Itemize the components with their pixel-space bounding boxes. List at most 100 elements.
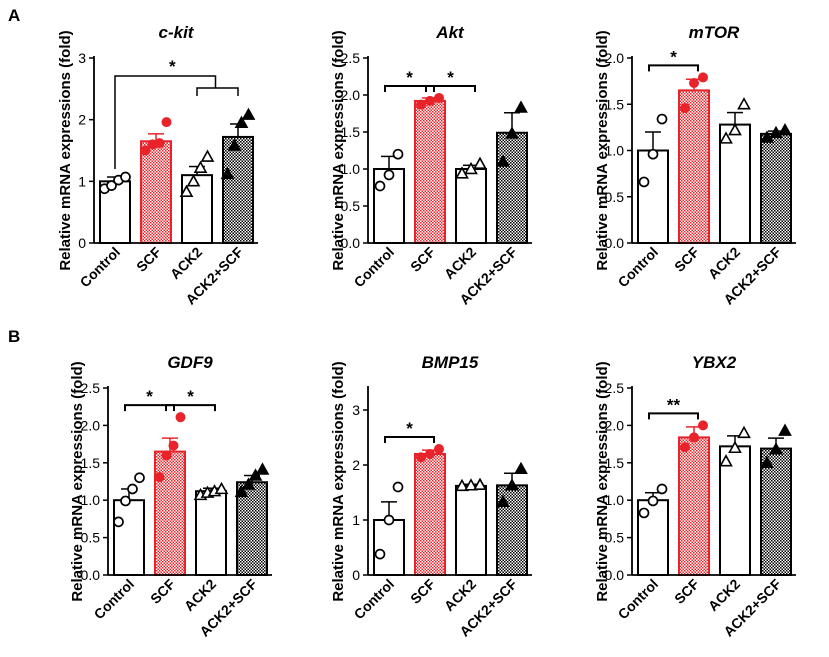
y-tick-label: 3	[352, 402, 360, 418]
data-point	[698, 420, 708, 431]
chart-title: c-kit	[159, 23, 195, 42]
data-point	[392, 148, 404, 160]
data-point	[374, 548, 386, 560]
category-label: ACK2	[705, 576, 743, 614]
category-label: ACK2	[181, 576, 219, 614]
data-point	[234, 484, 249, 498]
y-tick-label: 1	[78, 173, 86, 189]
data-point	[425, 95, 435, 106]
category-label: ACK2	[441, 576, 479, 614]
chart-title: GDF9	[167, 353, 213, 372]
data-point	[737, 425, 751, 439]
data-point	[728, 440, 742, 454]
y-axis-label: Relative mRNA expressions (fold)	[594, 361, 611, 601]
category-label: ACK2	[167, 244, 205, 282]
y-tick-label: 0	[352, 567, 360, 583]
data-point	[392, 481, 404, 493]
data-point	[638, 176, 650, 188]
bar	[455, 484, 487, 576]
y-tick-label: 1.0	[81, 492, 101, 508]
data-point	[227, 138, 242, 151]
y-tick-label: 0.5	[605, 189, 625, 205]
category-label: SCF	[147, 575, 178, 606]
data-point	[434, 444, 444, 455]
category-label: SCF	[133, 243, 164, 274]
data-point	[689, 432, 699, 443]
y-tick-label: 2	[352, 457, 360, 473]
data-point	[505, 126, 519, 139]
data-point	[161, 450, 172, 461]
data-point	[383, 169, 395, 181]
data-point	[728, 123, 742, 136]
y-tick-label: 2.0	[605, 50, 625, 66]
bar	[678, 436, 710, 577]
y-tick-label: 1.5	[605, 96, 625, 112]
chart-title: mTOR	[689, 23, 740, 42]
data-point	[464, 478, 478, 491]
significance-label: **	[667, 395, 681, 414]
significance-label: *	[670, 47, 677, 66]
data-point	[175, 412, 186, 423]
data-point	[416, 452, 426, 463]
data-point	[374, 180, 386, 192]
y-tick-label: 3	[78, 50, 86, 66]
significance-label: *	[169, 57, 176, 76]
significance-label: *	[187, 387, 194, 406]
bar	[373, 519, 405, 576]
data-point	[656, 113, 668, 125]
data-point	[220, 166, 235, 180]
panel-label-b: B	[8, 327, 21, 346]
data-point	[473, 156, 487, 170]
data-point	[200, 149, 215, 162]
data-point	[719, 131, 733, 144]
chart-bmp15: BMP15 Relative mRNA expressions (fold) 0 1 2…	[330, 353, 532, 640]
bar	[719, 445, 751, 576]
data-point	[680, 102, 690, 113]
chart-ybx2: YBX2 Relative mRNA expressions (fold)0.0 0…	[594, 353, 796, 640]
data-point	[514, 100, 528, 113]
y-tick-label: 0.0	[341, 235, 361, 251]
data-point	[161, 117, 172, 128]
data-point	[255, 462, 270, 475]
y-tick-label: 2.5	[605, 380, 625, 396]
significance-bracket	[425, 84, 476, 92]
bar	[113, 499, 145, 577]
data-point	[496, 494, 510, 508]
chart-gdf9: GDF9 Relative mRNA expressions (fold)0.0 0…	[69, 353, 272, 640]
bar	[455, 168, 487, 244]
bar	[140, 140, 172, 244]
y-axis-label: Relative mRNA expressions (fold)	[594, 30, 611, 270]
data-point	[241, 107, 256, 120]
data-point	[383, 514, 395, 526]
chart-akt: Akt Relative mRNA expressions (fold)0.0 0.…	[330, 23, 532, 308]
data-point	[140, 145, 151, 156]
data-point	[455, 478, 469, 492]
category-label: SCF	[407, 243, 438, 274]
significance-bracket	[196, 87, 239, 96]
chart-title: YBX2	[692, 353, 737, 372]
data-point	[134, 472, 145, 484]
data-point	[186, 174, 201, 187]
data-point	[680, 442, 690, 453]
y-tick-label: 0.5	[605, 530, 625, 546]
y-tick-label: 0.0	[605, 567, 625, 583]
significance-bracket	[165, 404, 216, 412]
y-axis-label: Relative mRNA expressions (fold)	[330, 30, 347, 270]
y-axis-label: Relative mRNA expressions (fold)	[330, 361, 347, 601]
bar	[760, 132, 792, 245]
y-tick-label: 0.0	[605, 235, 625, 251]
data-point	[760, 130, 774, 143]
data-point	[719, 454, 733, 467]
data-point	[154, 138, 165, 149]
significance-bracket	[114, 75, 217, 169]
y-tick-label: 1.5	[81, 455, 101, 471]
category-label: ACK2	[705, 244, 743, 282]
y-tick-label: 2.5	[341, 50, 361, 66]
chart-title: Akt	[435, 23, 465, 42]
data-point	[154, 472, 165, 483]
bar	[154, 450, 186, 576]
bar	[414, 453, 446, 576]
y-tick-label: 2.5	[81, 380, 101, 396]
bar	[760, 447, 792, 577]
